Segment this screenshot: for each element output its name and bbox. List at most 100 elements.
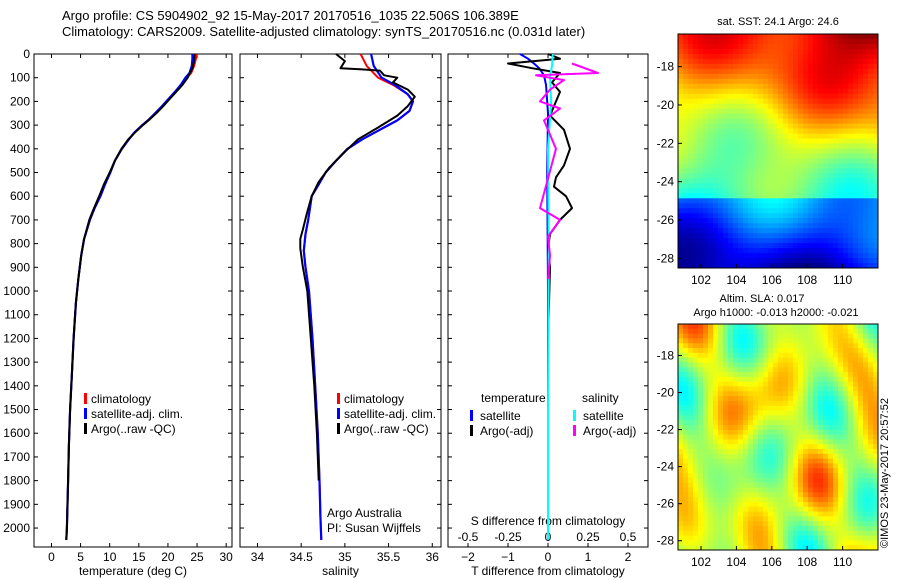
legend-swatch xyxy=(337,408,340,419)
map-cell xyxy=(813,420,819,426)
map-cell xyxy=(728,540,734,546)
y-tick-label: 1500 xyxy=(3,403,30,417)
map-cell xyxy=(803,328,809,335)
map-cell xyxy=(783,410,789,416)
map-cell xyxy=(763,391,769,397)
map-cell xyxy=(793,223,799,229)
map-cell xyxy=(693,453,699,460)
map-cell xyxy=(708,78,714,85)
map-cell xyxy=(693,253,699,259)
map-cell xyxy=(793,343,799,349)
map-cell xyxy=(708,218,714,224)
map-cell xyxy=(703,487,709,493)
map-cell xyxy=(763,193,769,199)
map-cell xyxy=(808,118,814,125)
map-cell xyxy=(698,482,704,488)
map-cell xyxy=(813,188,819,194)
map-cell xyxy=(748,168,754,174)
map-cell xyxy=(848,453,854,460)
map-cell xyxy=(838,357,844,363)
map-cell xyxy=(693,540,699,546)
map-cell xyxy=(678,444,684,450)
map-cell xyxy=(733,78,739,85)
map-cell xyxy=(853,34,859,40)
map-cell xyxy=(798,328,804,335)
map-cell xyxy=(723,103,729,110)
map-cell xyxy=(803,53,809,60)
map-cell xyxy=(713,521,719,527)
map-cell xyxy=(773,525,779,532)
map-cell xyxy=(773,386,779,392)
map-cell xyxy=(713,420,719,426)
map-cell xyxy=(763,263,769,269)
map-cell xyxy=(758,83,764,90)
map-cell xyxy=(763,420,769,426)
map-cell xyxy=(678,213,684,219)
map-cell xyxy=(763,362,769,368)
map-cell xyxy=(833,63,839,70)
map-cell xyxy=(698,53,704,60)
map-cell xyxy=(828,463,834,469)
map-cell xyxy=(688,381,694,387)
map-cell xyxy=(753,253,759,259)
map-cell xyxy=(793,362,799,368)
map-cell xyxy=(718,258,724,264)
map-cell xyxy=(813,73,819,80)
map-cell xyxy=(848,540,854,546)
map-cell xyxy=(873,203,879,209)
map-cell xyxy=(823,473,829,479)
map-cell xyxy=(718,108,724,115)
map-x-tick-label: 104 xyxy=(726,555,746,569)
map-cell xyxy=(778,391,784,397)
map-cell xyxy=(698,98,704,105)
map-cell xyxy=(788,148,794,154)
map-cell xyxy=(718,405,724,411)
map-cell xyxy=(683,128,689,134)
map-cell xyxy=(843,540,849,546)
map-cell xyxy=(713,178,719,184)
map-cell xyxy=(858,258,864,264)
map-cell xyxy=(723,343,729,349)
map-cell xyxy=(783,540,789,546)
map-cell xyxy=(768,391,774,397)
map-cell xyxy=(778,243,784,249)
map-cell xyxy=(703,477,709,484)
map-cell xyxy=(783,386,789,392)
map-cell xyxy=(838,258,844,264)
map-cell xyxy=(818,138,824,144)
map-cell xyxy=(798,410,804,416)
map-cell xyxy=(778,63,784,70)
map-cell xyxy=(863,343,869,349)
map-cell xyxy=(703,88,709,95)
map-cell xyxy=(863,223,869,229)
map-cell xyxy=(823,343,829,349)
map-cell xyxy=(778,98,784,105)
map-cell xyxy=(703,48,709,55)
x-tick-label: 10 xyxy=(103,550,117,564)
map-cell xyxy=(718,352,724,359)
map-cell xyxy=(703,63,709,70)
map-cell xyxy=(693,138,699,144)
map-cell xyxy=(863,113,869,120)
map-cell xyxy=(843,357,849,363)
map-cell xyxy=(708,38,714,45)
map-cell xyxy=(848,163,854,169)
map-cell xyxy=(858,218,864,224)
map-cell xyxy=(798,545,804,551)
map-cell xyxy=(788,439,794,445)
map-cell xyxy=(843,128,849,134)
map-cell xyxy=(723,258,729,264)
map-cell xyxy=(858,153,864,159)
map-cell xyxy=(678,228,684,234)
map-cell xyxy=(758,163,764,169)
map-cell xyxy=(778,143,784,149)
map-cell xyxy=(713,88,719,95)
map-cell xyxy=(738,521,744,527)
map-cell xyxy=(843,53,849,60)
map-cell xyxy=(833,168,839,174)
map-cell xyxy=(813,213,819,219)
map-cell xyxy=(743,506,749,512)
map-cell xyxy=(843,38,849,45)
map-cell xyxy=(783,143,789,149)
map-cell xyxy=(683,376,689,383)
